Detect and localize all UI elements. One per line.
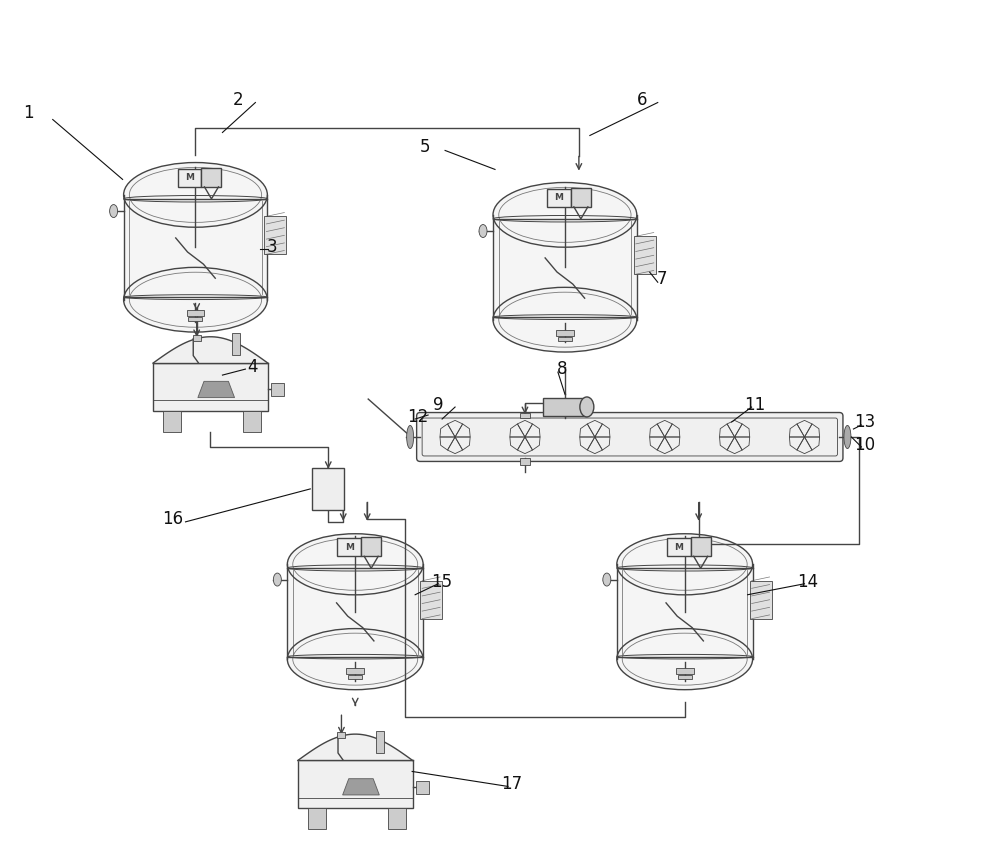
Ellipse shape: [617, 629, 753, 689]
Bar: [520, 458, 530, 465]
Bar: [243, 411, 261, 432]
Bar: [308, 808, 326, 830]
Text: 12: 12: [408, 408, 429, 426]
Bar: [691, 538, 711, 557]
Bar: [337, 538, 361, 557]
Ellipse shape: [603, 573, 611, 586]
Bar: [346, 668, 364, 675]
Text: 11: 11: [744, 396, 765, 414]
Text: 9: 9: [433, 396, 443, 414]
Bar: [187, 310, 204, 316]
Ellipse shape: [479, 225, 487, 238]
Ellipse shape: [287, 629, 423, 689]
Bar: [124, 195, 267, 300]
Bar: [520, 413, 530, 418]
Text: M: M: [345, 543, 354, 551]
Ellipse shape: [493, 182, 637, 247]
Bar: [298, 760, 413, 808]
Bar: [264, 217, 286, 254]
Polygon shape: [298, 734, 413, 760]
Bar: [201, 168, 221, 187]
Text: 3: 3: [267, 238, 278, 257]
Text: 10: 10: [854, 436, 875, 454]
Polygon shape: [343, 779, 379, 795]
Text: 17: 17: [501, 775, 523, 793]
Ellipse shape: [407, 426, 414, 448]
Text: 4: 4: [247, 358, 258, 376]
Ellipse shape: [287, 534, 423, 595]
Bar: [617, 564, 753, 659]
Bar: [388, 808, 406, 830]
Bar: [232, 333, 240, 355]
Text: M: M: [185, 173, 194, 182]
Text: 5: 5: [420, 139, 430, 156]
Bar: [376, 731, 384, 753]
Text: 8: 8: [557, 360, 567, 378]
Bar: [193, 335, 201, 341]
Ellipse shape: [580, 397, 594, 417]
Text: 13: 13: [854, 413, 875, 431]
Bar: [558, 336, 572, 341]
Bar: [543, 398, 587, 416]
Ellipse shape: [124, 162, 267, 227]
Bar: [271, 383, 284, 396]
Polygon shape: [198, 381, 235, 398]
Ellipse shape: [617, 534, 753, 595]
Text: 1: 1: [23, 103, 34, 121]
Text: M: M: [554, 193, 563, 202]
Bar: [361, 538, 381, 557]
Ellipse shape: [110, 205, 118, 218]
Bar: [634, 237, 656, 274]
FancyBboxPatch shape: [417, 413, 843, 461]
Text: 14: 14: [797, 573, 818, 590]
Bar: [556, 329, 574, 336]
Text: 6: 6: [637, 90, 647, 108]
Bar: [493, 215, 637, 320]
Text: 15: 15: [432, 573, 453, 590]
Text: M: M: [674, 543, 683, 551]
Bar: [676, 668, 694, 675]
Ellipse shape: [493, 287, 637, 352]
Bar: [678, 675, 692, 679]
Text: 16: 16: [162, 510, 183, 528]
Polygon shape: [153, 336, 268, 363]
Bar: [312, 468, 344, 510]
Bar: [571, 188, 591, 207]
Bar: [163, 411, 181, 432]
Bar: [750, 581, 772, 619]
Bar: [667, 538, 691, 557]
Bar: [420, 581, 442, 619]
Text: 7: 7: [656, 271, 667, 288]
Bar: [153, 363, 268, 411]
Bar: [348, 675, 362, 679]
Bar: [547, 189, 571, 207]
Ellipse shape: [273, 573, 281, 586]
Bar: [416, 781, 429, 794]
Bar: [287, 564, 423, 659]
Text: 2: 2: [233, 90, 244, 108]
Ellipse shape: [124, 267, 267, 332]
Bar: [188, 316, 202, 321]
Bar: [178, 169, 201, 187]
Bar: [337, 733, 345, 739]
Ellipse shape: [844, 426, 851, 448]
